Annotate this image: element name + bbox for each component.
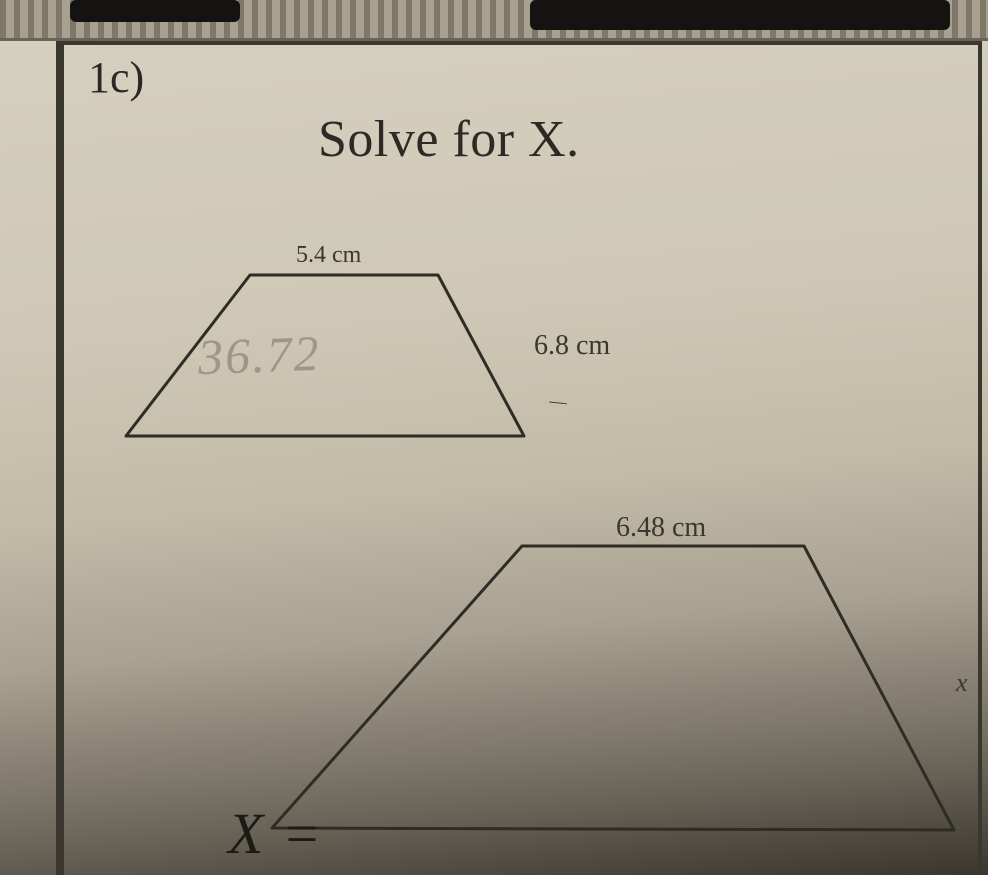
large-trapezoid [0, 0, 988, 875]
large-trap-right-label: x [956, 668, 968, 698]
large-trap-top-label: 6.48 cm [616, 512, 706, 544]
worksheet-page: 1c) Solve for X. 5.4 cm 6.8 cm 36.72 ∕ 6… [0, 0, 988, 875]
handwritten-answer: X = [228, 800, 323, 867]
